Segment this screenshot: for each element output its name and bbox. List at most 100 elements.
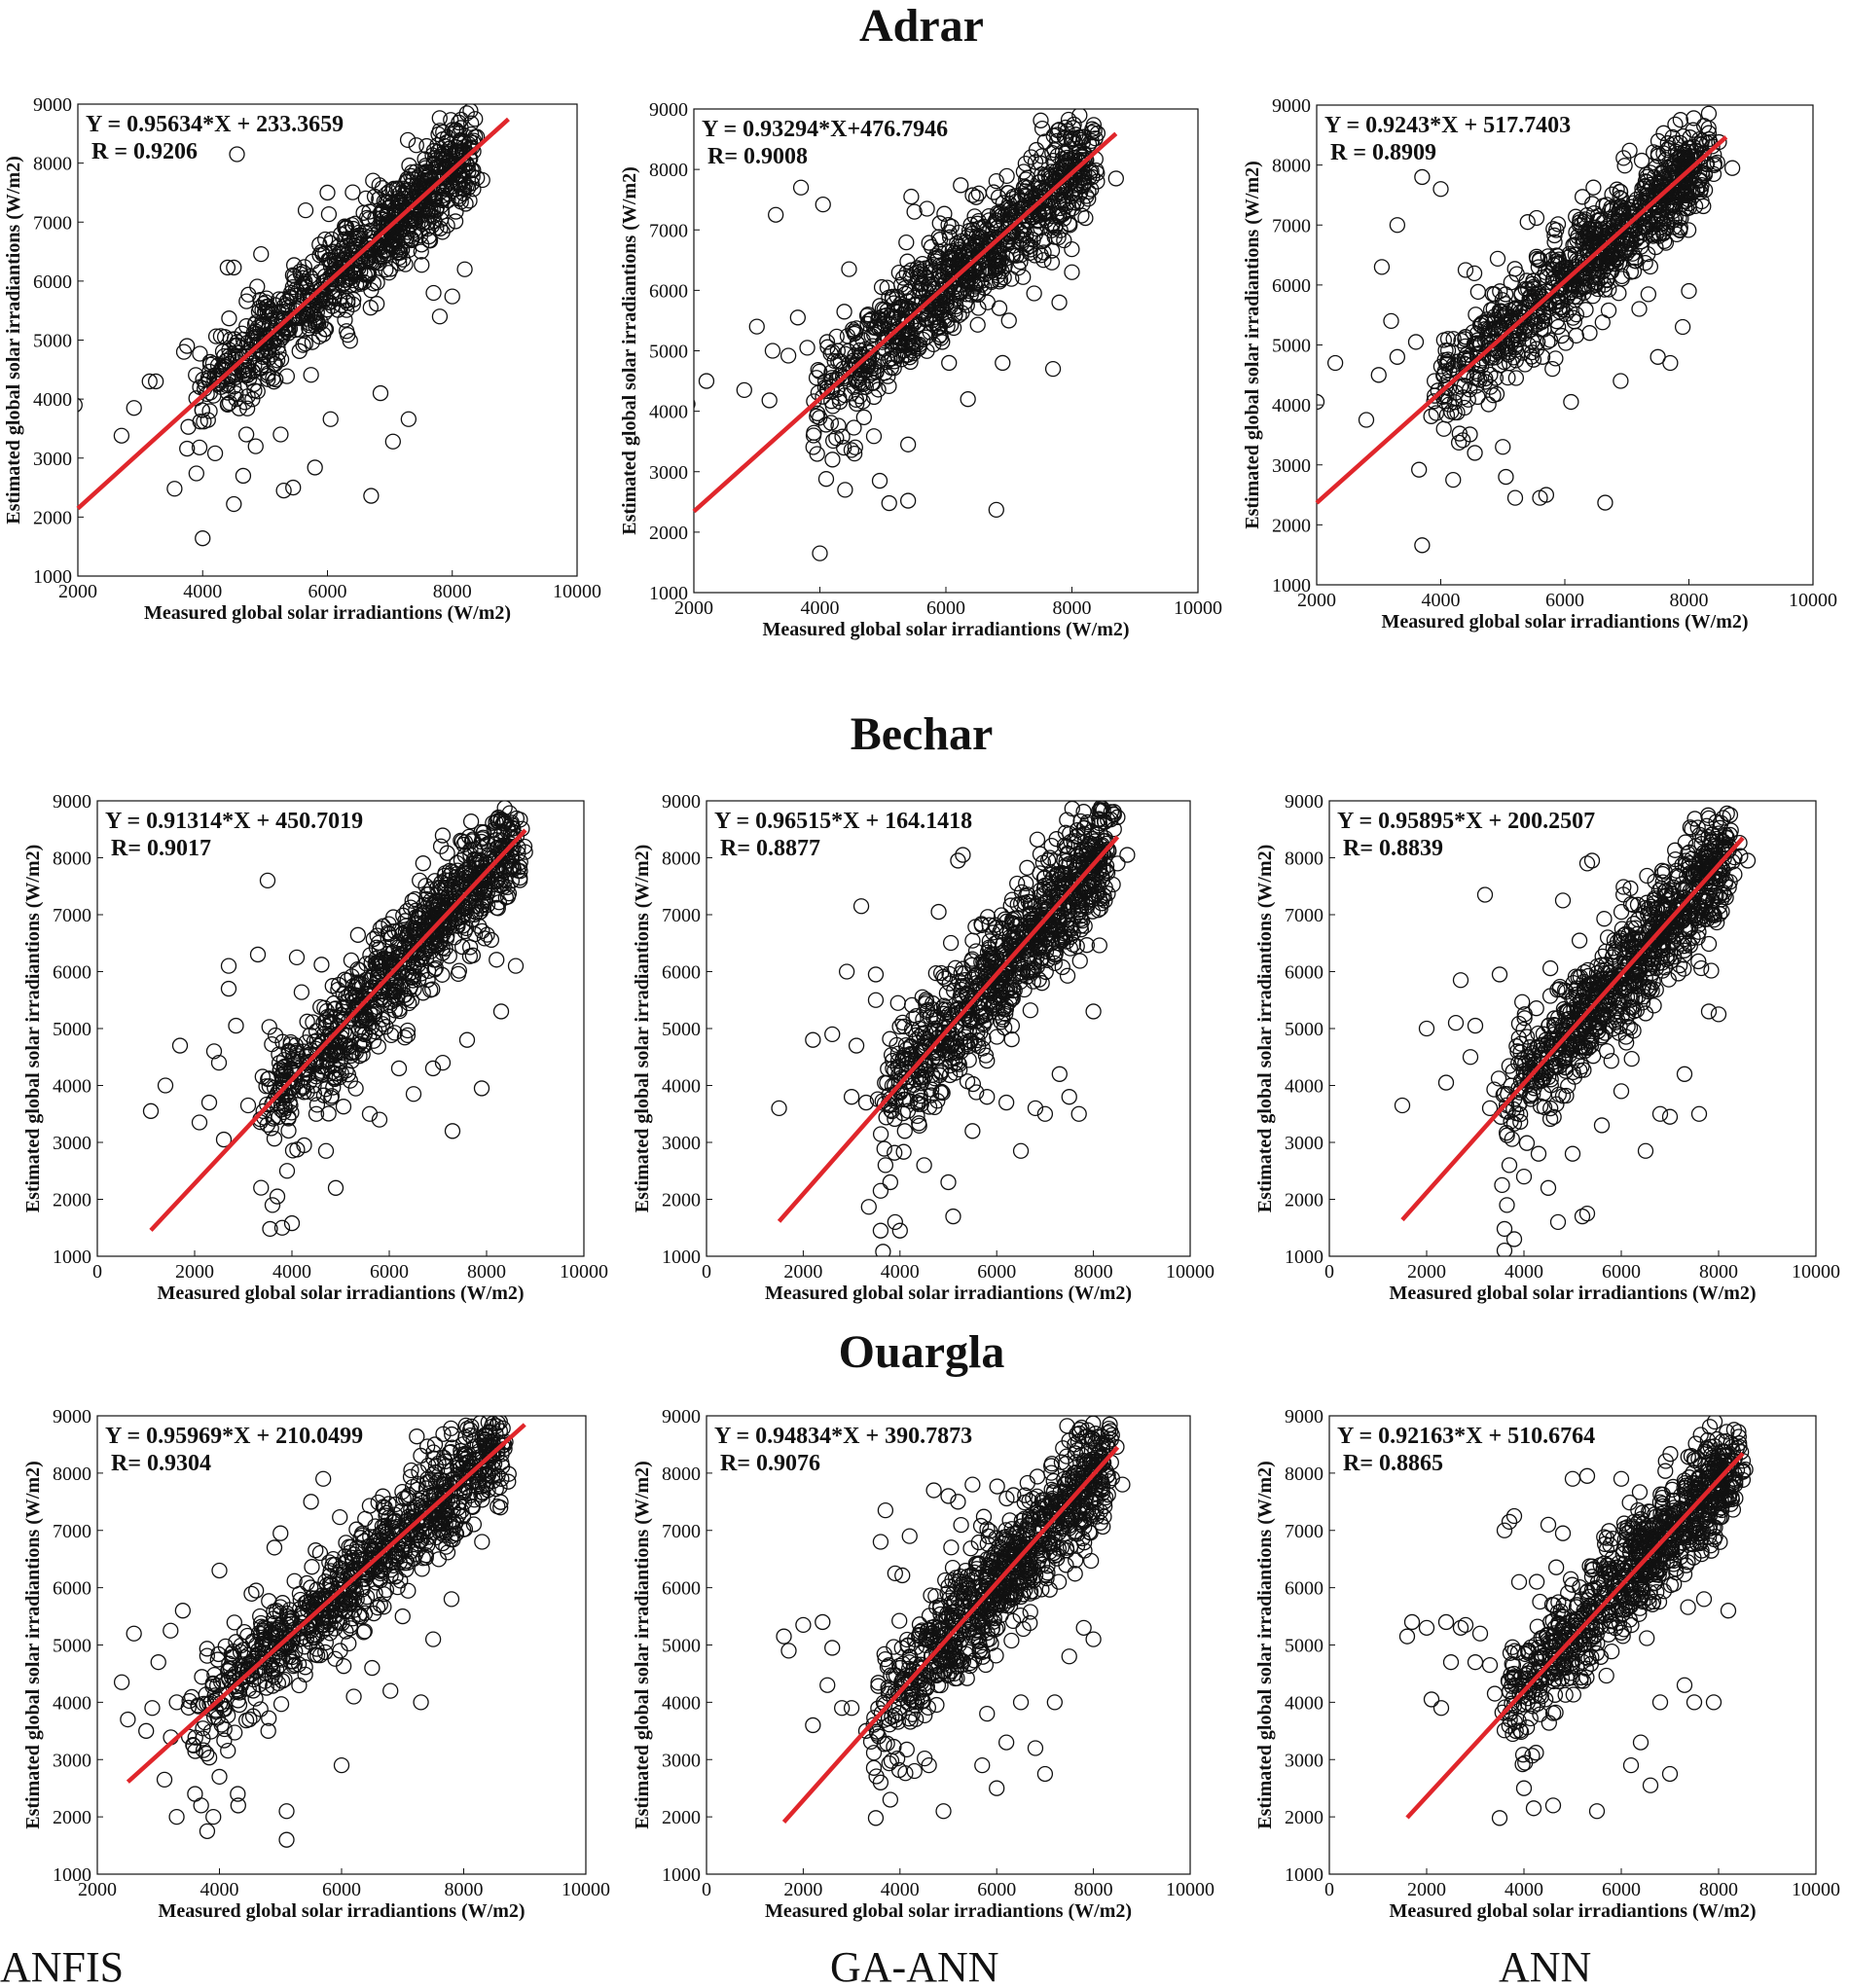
data-point (1060, 111, 1077, 128)
data-point (1538, 487, 1555, 503)
data-point (323, 271, 341, 288)
data-point (894, 270, 912, 286)
data-point (372, 384, 389, 402)
regression-line (1315, 135, 1728, 505)
data-point (872, 1182, 889, 1199)
data-point (1450, 353, 1467, 370)
data-point (883, 1102, 899, 1118)
data-point (279, 300, 296, 316)
data-point (1468, 307, 1484, 323)
data-point (887, 1213, 903, 1231)
data-point (420, 232, 438, 249)
x-axis-label: Measured global solar irradiantions (W/m… (762, 619, 1129, 640)
data-point (252, 359, 270, 377)
data-point (929, 1048, 946, 1066)
data-point (1685, 157, 1701, 173)
data-point (259, 1096, 275, 1113)
data-point (1085, 1003, 1102, 1020)
data-point (1655, 125, 1672, 141)
y-tick-label: 3000 (649, 462, 688, 484)
data-point (269, 352, 286, 369)
data-point (113, 427, 130, 444)
data-point (1563, 269, 1579, 285)
data-point (831, 393, 849, 411)
data-point (977, 1047, 995, 1064)
data-point (283, 1214, 301, 1232)
data-point (1553, 327, 1570, 344)
data-point (991, 300, 1008, 316)
data-point (987, 252, 1003, 270)
data-point (1495, 439, 1511, 455)
chart-panel-adrar-ann: 2000 4000 6000 8000 100001000200030004000500… (1242, 95, 1837, 633)
data-point (1013, 235, 1031, 252)
data-point (1043, 837, 1060, 854)
data-point (789, 309, 806, 326)
data-point (934, 334, 951, 350)
y-tick-label: 6000 (1272, 275, 1311, 297)
data-point (368, 950, 384, 967)
data-point (812, 410, 828, 426)
data-point (308, 1097, 326, 1113)
data-point (1655, 195, 1672, 211)
data-point (261, 301, 278, 317)
data-point (1523, 343, 1541, 361)
data-point (402, 177, 419, 194)
data-point (395, 907, 412, 923)
data-point (390, 1060, 408, 1077)
y-tick-label: 5000 (53, 1019, 91, 1040)
data-point (188, 367, 204, 383)
data-point (1044, 144, 1061, 162)
data-point (1019, 235, 1035, 252)
data-point (1016, 981, 1033, 998)
data-point (396, 204, 413, 221)
data-point (1616, 158, 1633, 174)
data-point (462, 104, 479, 120)
y-tick-label: 4000 (33, 389, 72, 411)
data-point (1613, 373, 1629, 389)
chart-panel-bechar-anfis: 0 2000 4000 6000 8000 10000100020003000400050… (22, 791, 608, 1304)
data-point (237, 426, 255, 443)
x-axis-label: Measured global solar irradiantions (W/m… (157, 1283, 524, 1304)
data-point (834, 428, 851, 445)
y-tick-label: 5000 (1285, 1019, 1323, 1040)
y-tick-label: 9000 (1285, 791, 1323, 813)
data-point (1709, 154, 1725, 171)
data-point (452, 144, 468, 161)
data-point (1059, 845, 1076, 861)
data-point (1014, 966, 1031, 983)
data-point (327, 1041, 344, 1059)
data-point (260, 299, 276, 315)
data-point (1681, 199, 1697, 216)
data-point (941, 224, 958, 240)
correlation-label: R= 0.9008 (707, 144, 808, 169)
x-tick-label: 6000 (370, 1261, 409, 1283)
data-point (977, 964, 995, 981)
data-point (973, 276, 990, 293)
data-point (305, 253, 321, 270)
x-tick-label: 10000 (1166, 1261, 1215, 1283)
data-point (305, 1014, 321, 1030)
data-point (911, 1020, 927, 1037)
y-tick-label: 5000 (649, 342, 688, 363)
data-point (444, 1123, 461, 1139)
data-point (1700, 105, 1718, 122)
data-point (928, 308, 945, 325)
y-tick-label: 6000 (662, 962, 701, 984)
data-point (468, 897, 485, 915)
x-tick-label: 10000 (1792, 1261, 1840, 1283)
data-point (694, 399, 696, 410)
data-point (467, 878, 484, 894)
data-point (1545, 221, 1562, 237)
data-point (456, 176, 473, 193)
data-point (1533, 313, 1550, 330)
y-tick-label: 2000 (33, 507, 72, 528)
data-point (771, 1100, 787, 1117)
data-point (968, 966, 986, 983)
data-point (1047, 947, 1064, 963)
data-point (935, 968, 952, 985)
x-tick-label: 6000 (977, 1261, 1016, 1283)
data-point (188, 465, 204, 482)
scatter-points (694, 109, 1124, 561)
data-point (239, 1097, 257, 1114)
